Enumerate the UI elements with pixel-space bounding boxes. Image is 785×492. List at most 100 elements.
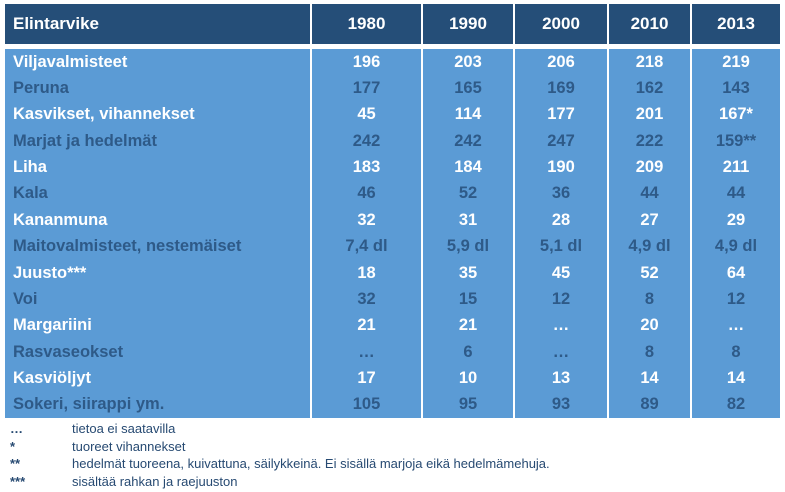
footnote-text: sisältää rahkan ja raejuuston (72, 474, 238, 490)
column-header-elintarvike: Elintarvike (5, 4, 310, 44)
cell-value: … (312, 338, 421, 366)
cell-value: 218 (609, 49, 690, 76)
cell-value: 44 (609, 180, 690, 208)
row-label: Kala (5, 180, 310, 208)
column-header-year: 1990 (423, 4, 513, 44)
footnote: *** sisältää rahkan ja raejuuston (10, 473, 780, 491)
cell-value: 219 (692, 49, 780, 76)
cell-value: 82 (692, 391, 780, 419)
cell-value: 222 (609, 128, 690, 155)
cell-value: 45 (312, 101, 421, 129)
cell-value: 183 (312, 154, 421, 181)
footnote: * tuoreet vihannekset (10, 438, 780, 456)
footnote: ** hedelmät tuoreena, kuivattuna, säilykk… (10, 455, 780, 473)
footnote-marker: *** (10, 474, 26, 490)
column-header-year: 1980 (312, 4, 421, 44)
cell-value: 143 (692, 75, 780, 102)
cell-value: 14 (609, 365, 690, 392)
cell-value: 32 (312, 207, 421, 234)
cell-value: 27 (609, 207, 690, 234)
cell-value: 15 (423, 286, 513, 313)
cell-value: 105 (312, 391, 421, 419)
cell-value: 52 (423, 180, 513, 208)
cell-value: … (515, 338, 607, 366)
cell-value: 167* (692, 101, 780, 129)
cell-value: 8 (692, 338, 780, 366)
footnote-marker: ** (10, 456, 21, 472)
row-label: Margariini (5, 312, 310, 339)
cell-value: 93 (515, 391, 607, 419)
cell-value: 5,9 dl (423, 233, 513, 260)
footnote-marker: … (10, 421, 23, 436)
cell-value: 32 (312, 286, 421, 313)
cell-value: 5,1 dl (515, 233, 607, 260)
cell-value: 206 (515, 49, 607, 76)
row-label: Kananmuna (5, 207, 310, 234)
cell-value: 29 (692, 207, 780, 234)
cell-value: 177 (515, 101, 607, 129)
cell-value: 184 (423, 154, 513, 181)
cell-value: 31 (423, 207, 513, 234)
cell-value: 209 (609, 154, 690, 181)
row-label: Liha (5, 154, 310, 181)
footnote-text: hedelmät tuoreena, kuivattuna, säilykkei… (72, 456, 550, 472)
row-label: Viljavalmisteet (5, 49, 310, 76)
cell-value: 4,9 dl (609, 233, 690, 260)
footnote-marker: * (10, 438, 16, 454)
cell-value: 35 (423, 259, 513, 287)
column-header-year: 2000 (515, 4, 607, 44)
cell-value: 21 (423, 312, 513, 339)
table-body: Viljavalmisteet 196 203 206 218 219 Peruna 177 1… (5, 49, 780, 419)
row-label: Maitovalmisteet, nestemäiset (5, 233, 310, 260)
cell-value: 28 (515, 207, 607, 234)
cell-value: 165 (423, 75, 513, 102)
cell-value: 18 (312, 259, 421, 287)
cell-value: 7,4 dl (312, 233, 421, 260)
food-consumption-table: Elintarvike 1980 1990 2000 2010 2013 Viljava… (5, 4, 780, 419)
cell-value: 201 (609, 101, 690, 129)
row-label: Peruna (5, 75, 310, 102)
cell-value: 46 (312, 180, 421, 208)
header-row: Elintarvike 1980 1990 2000 2010 2013 (5, 4, 780, 44)
row-label: Juusto*** (5, 259, 310, 287)
cell-value: 52 (609, 259, 690, 287)
cell-value: 8 (609, 338, 690, 366)
cell-value: 64 (692, 259, 780, 287)
cell-value: 190 (515, 154, 607, 181)
row-label: Rasvaseokset (5, 338, 310, 366)
footnote-text: tietoa ei saatavilla (72, 421, 176, 436)
cell-value: 211 (692, 154, 780, 181)
cell-value: 45 (515, 259, 607, 287)
cell-value: 247 (515, 128, 607, 155)
cell-value: 89 (609, 391, 690, 419)
footnotes: … tietoa ei saatavilla * tuoreet vihannekse… (10, 420, 780, 491)
cell-value: 159** (692, 128, 780, 155)
cell-value: 242 (423, 128, 513, 155)
cell-value: 4,9 dl (692, 233, 780, 260)
footnote-text: tuoreet vihannekset (72, 438, 186, 454)
cell-value: 17 (312, 365, 421, 392)
cell-value: 196 (312, 49, 421, 76)
cell-value: 20 (609, 312, 690, 339)
cell-value: 203 (423, 49, 513, 76)
cell-value: 10 (423, 365, 513, 392)
row-label: Kasviöljyt (5, 365, 310, 392)
cell-value: 36 (515, 180, 607, 208)
cell-value: 13 (515, 365, 607, 392)
column-header-year: 2013 (692, 4, 780, 44)
row-label: Kasvikset, vihannekset (5, 101, 310, 129)
column-header-year: 2010 (609, 4, 690, 44)
cell-value: 114 (423, 101, 513, 129)
cell-value: 95 (423, 391, 513, 419)
cell-value: 44 (692, 180, 780, 208)
cell-value: 21 (312, 312, 421, 339)
cell-value: 12 (515, 286, 607, 313)
row-label: Voi (5, 286, 310, 313)
cell-value: 177 (312, 75, 421, 102)
row-label: Sokeri, siirappi ym. (5, 391, 310, 419)
cell-value: 162 (609, 75, 690, 102)
cell-value: 6 (423, 338, 513, 366)
row-label: Marjat ja hedelmät (5, 128, 310, 155)
cell-value: 242 (312, 128, 421, 155)
